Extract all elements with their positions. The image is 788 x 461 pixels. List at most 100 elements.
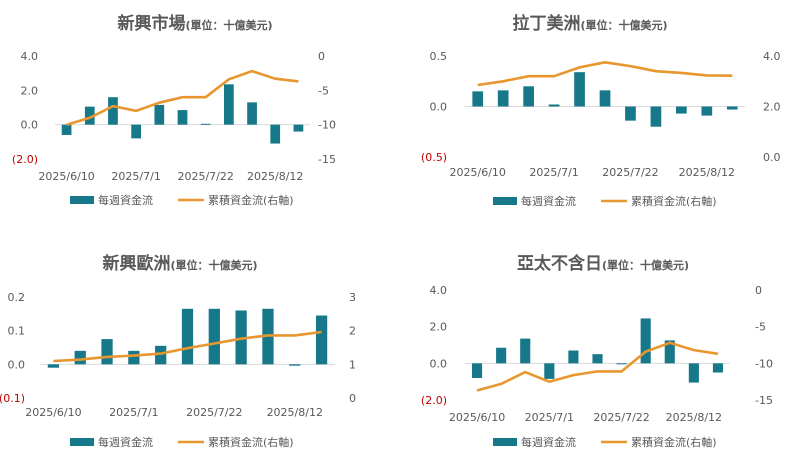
chart-asia-pacific-ex-japan: 亞太不含日(單位：十億美元) 4.0 2.0 0.0 (2.0) 0 -5 -10 -15 202… bbox=[421, 253, 773, 449]
weekly-flow-bar bbox=[592, 354, 603, 364]
right-axis-tick-label: -10 bbox=[318, 119, 336, 132]
chart-panel-asia-pacific-ex-japan: 亞太不含日(單位：十億美元) 4.0 2.0 0.0 (2.0) 0 -5 -10 -15 202… bbox=[394, 228, 788, 457]
weekly-flow-bar bbox=[523, 86, 534, 107]
weekly-flow-bar bbox=[712, 363, 724, 373]
chart-unit-text: (單位：十億美元) bbox=[602, 258, 689, 272]
weekly-flow-bar bbox=[293, 124, 304, 132]
x-axis-tick-label: 2025/6/10 bbox=[25, 406, 81, 419]
left-axis-tick-label: 4.0 bbox=[21, 50, 39, 63]
cumulative-flow-line bbox=[477, 60, 733, 87]
legend-bar-swatch bbox=[70, 438, 94, 446]
x-axis-tick-label: 2025/7/1 bbox=[109, 406, 158, 419]
legend-line-label: 累積資金流(右軸) bbox=[208, 435, 294, 449]
weekly-flow-bar bbox=[544, 363, 555, 379]
legend-bar-swatch bbox=[493, 197, 517, 205]
weekly-flow-bar bbox=[496, 347, 507, 364]
right-axis-tick-label: 1 bbox=[349, 358, 356, 371]
left-axis-tick-label: 0.0 bbox=[21, 119, 39, 132]
weekly-flow-bar bbox=[128, 350, 140, 365]
weekly-flow-bar bbox=[101, 339, 113, 365]
weekly-flow-bar bbox=[520, 338, 531, 364]
weekly-flow-bar bbox=[177, 110, 188, 125]
chart-title: 亞太不含日(單位：十億美元) bbox=[517, 253, 689, 274]
weekly-flow-bar bbox=[599, 90, 611, 107]
left-axis-tick-label: (0.5) bbox=[421, 151, 447, 164]
right-axis-tick-label: 0 bbox=[755, 284, 762, 297]
x-axis-tick-label: 2025/8/12 bbox=[247, 170, 303, 183]
right-axis-tick-label: 0.0 bbox=[763, 151, 781, 164]
chart-emerging-markets: 新興市場(單位：十億美元) 4.0 2.0 0.0 (2.0) 0 -5 -10 -15 2025… bbox=[12, 13, 336, 207]
left-axis-tick-label: 2.0 bbox=[430, 321, 448, 334]
chart-unit-text: (單位：十億美元) bbox=[185, 18, 272, 32]
legend-bar-label: 每週資金流 bbox=[98, 193, 153, 207]
x-axis-tick-label: 2025/6/10 bbox=[449, 411, 505, 424]
chart-emerging-europe: 新興歐洲(單位：十億美元) 0.2 0.1 0.0 (0.1) 3 2 1 0 2025/6/10… bbox=[0, 253, 356, 449]
weekly-flow-bar bbox=[315, 315, 328, 365]
chart-title: 新興市場(單位：十億美元) bbox=[117, 13, 272, 34]
x-axis-tick-label: 2025/7/1 bbox=[529, 166, 578, 179]
x-axis-tick-label: 2025/8/12 bbox=[679, 166, 735, 179]
weekly-flow-bar bbox=[664, 340, 675, 364]
right-axis-tick-label: 4.0 bbox=[763, 50, 781, 63]
weekly-flow-bar bbox=[131, 124, 142, 139]
weekly-flow-bar bbox=[548, 104, 560, 107]
chart-panel-emerging-markets: 新興市場(單位：十億美元) 4.0 2.0 0.0 (2.0) 0 -5 -10 -15 2025… bbox=[0, 0, 394, 228]
x-axis-tick-label: 2025/7/22 bbox=[186, 406, 242, 419]
weekly-flow-bar bbox=[155, 345, 167, 365]
x-axis-tick-label: 2025/8/12 bbox=[267, 406, 323, 419]
right-axis-tick-label: -15 bbox=[318, 153, 336, 166]
legend-bar-label: 每週資金流 bbox=[521, 194, 576, 208]
legend-bar-label: 每週資金流 bbox=[98, 435, 153, 449]
left-axis-tick-label: 0.0 bbox=[430, 101, 448, 114]
weekly-flow-bar bbox=[154, 104, 165, 125]
left-axis-tick-label: (0.1) bbox=[0, 392, 25, 405]
weekly-flow-bar bbox=[200, 123, 211, 125]
legend-line-label: 累積資金流(右軸) bbox=[631, 194, 717, 208]
x-axis-tick-label: 2025/7/22 bbox=[593, 411, 649, 424]
weekly-flow-bar bbox=[84, 106, 95, 125]
chart-title-text: 拉丁美洲 bbox=[512, 13, 580, 34]
legend-bar-swatch bbox=[493, 438, 517, 446]
right-axis-tick-label: -5 bbox=[755, 321, 766, 334]
weekly-flow-bar bbox=[497, 90, 509, 107]
weekly-flow-bar bbox=[74, 350, 86, 365]
chart-latin-america: 拉丁美洲(單位：十億美元) 0.5 0.0 (0.5) 4.0 2.0 0.0 2025/6/… bbox=[421, 13, 781, 208]
left-axis-tick-label: 2.0 bbox=[21, 84, 39, 97]
x-axis-tick-label: 2025/7/1 bbox=[111, 170, 160, 183]
legend-line-label: 累積資金流(右軸) bbox=[208, 193, 294, 207]
x-axis-tick-label: 2025/6/10 bbox=[38, 170, 94, 183]
weekly-flow-bar bbox=[640, 318, 651, 364]
weekly-flow-bar bbox=[688, 363, 699, 383]
weekly-flow-bar bbox=[47, 364, 60, 368]
weekly-flow-bar bbox=[568, 350, 579, 364]
weekly-flow-bar bbox=[247, 102, 257, 125]
chart-legend: 每週資金流 累積資金流(右軸) bbox=[70, 435, 294, 449]
chart-legend: 每週資金流 累積資金流(右軸) bbox=[70, 193, 294, 207]
weekly-flow-bar bbox=[616, 363, 627, 365]
chart-unit-text: (單位：十億美元) bbox=[580, 18, 667, 32]
left-axis-tick-label: 0.0 bbox=[430, 357, 448, 370]
weekly-flow-bar bbox=[181, 308, 194, 365]
weekly-flow-bar bbox=[650, 106, 662, 127]
weekly-flow-bar bbox=[676, 106, 687, 114]
chart-title-text: 新興歐洲 bbox=[102, 253, 170, 274]
weekly-flow-bar bbox=[223, 84, 234, 125]
chart-title-text: 亞太不含日 bbox=[517, 253, 602, 274]
x-axis-tick-label: 2025/7/22 bbox=[177, 170, 233, 183]
weekly-flow-bar bbox=[471, 363, 483, 378]
weekly-flow-bar bbox=[208, 308, 220, 365]
chart-title: 新興歐洲(單位：十億美元) bbox=[102, 253, 257, 274]
chart-title: 拉丁美洲(單位：十億美元) bbox=[512, 13, 667, 34]
cumulative-flow-line bbox=[53, 330, 322, 363]
weekly-flow-bar bbox=[574, 72, 585, 107]
left-axis-tick-label: 0.5 bbox=[430, 50, 448, 63]
right-axis-tick-label: -10 bbox=[755, 357, 773, 370]
legend-bar-swatch bbox=[70, 196, 94, 204]
cumulative-flow-line bbox=[476, 341, 719, 392]
legend-bar-label: 每週資金流 bbox=[521, 435, 576, 449]
weekly-flow-bar bbox=[472, 91, 484, 107]
right-axis-tick-label: 0 bbox=[349, 392, 356, 405]
left-axis-tick-label: (2.0) bbox=[421, 394, 447, 407]
weekly-flow-bar bbox=[61, 124, 72, 135]
